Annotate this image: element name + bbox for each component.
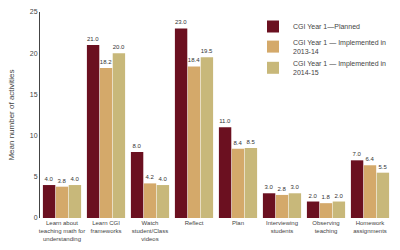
svg-text:1.8: 1.8 [321, 194, 330, 200]
svg-text:CGI Year 1 — Implemented in201: CGI Year 1 — Implemented in2014-15 [293, 60, 386, 76]
svg-text:2.8: 2.8 [277, 186, 286, 192]
svg-text:Learn aboutteaching math forun: Learn aboutteaching math forunderstandin… [39, 220, 85, 242]
svg-text:8.5: 8.5 [246, 139, 255, 145]
svg-text:8.0: 8.0 [133, 143, 142, 149]
svg-text:Plan: Plan [232, 220, 244, 226]
svg-text:Interviewingstudents: Interviewingstudents [266, 220, 298, 234]
svg-text:25: 25 [30, 8, 38, 15]
svg-text:CGI Year 1 — Implemented in201: CGI Year 1 — Implemented in2013-14 [293, 39, 386, 55]
svg-text:23.0: 23.0 [175, 19, 187, 25]
svg-text:7.0: 7.0 [353, 151, 362, 157]
svg-text:8.4: 8.4 [233, 140, 242, 146]
svg-text:5: 5 [34, 173, 38, 180]
svg-text:4.0: 4.0 [70, 176, 79, 182]
svg-text:CGI Year 1—Planned: CGI Year 1—Planned [293, 23, 360, 30]
svg-text:Watchstudent/Classvideos: Watchstudent/Classvideos [132, 220, 168, 242]
svg-text:20.0: 20.0 [113, 44, 125, 50]
svg-text:2.0: 2.0 [309, 193, 318, 199]
svg-text:Learn CGIframeworks: Learn CGIframeworks [90, 220, 121, 234]
svg-text:19.5: 19.5 [201, 48, 213, 54]
svg-text:5.5: 5.5 [378, 164, 387, 170]
svg-text:18.2: 18.2 [100, 59, 112, 65]
svg-text:4.2: 4.2 [145, 174, 154, 180]
svg-text:10: 10 [30, 132, 38, 139]
svg-text:Mean number of activities: Mean number of activities [7, 69, 16, 160]
svg-text:4.0: 4.0 [45, 176, 54, 182]
svg-text:Homeworkassignments: Homeworkassignments [353, 220, 387, 234]
svg-text:21.0: 21.0 [87, 36, 99, 42]
svg-text:3.8: 3.8 [57, 178, 66, 184]
svg-text:6.4: 6.4 [365, 156, 374, 162]
svg-text:4.0: 4.0 [158, 176, 167, 182]
svg-text:2.0: 2.0 [334, 193, 343, 199]
svg-text:Observingteaching: Observingteaching [312, 220, 339, 234]
svg-text:0: 0 [34, 214, 38, 221]
svg-text:11.0: 11.0 [219, 118, 231, 124]
svg-text:20: 20 [30, 50, 38, 57]
svg-text:3.0: 3.0 [290, 184, 299, 190]
svg-text:3.0: 3.0 [265, 184, 274, 190]
svg-text:Reflect: Reflect [185, 220, 204, 226]
svg-text:15: 15 [30, 91, 38, 98]
svg-text:18.4: 18.4 [188, 57, 200, 63]
